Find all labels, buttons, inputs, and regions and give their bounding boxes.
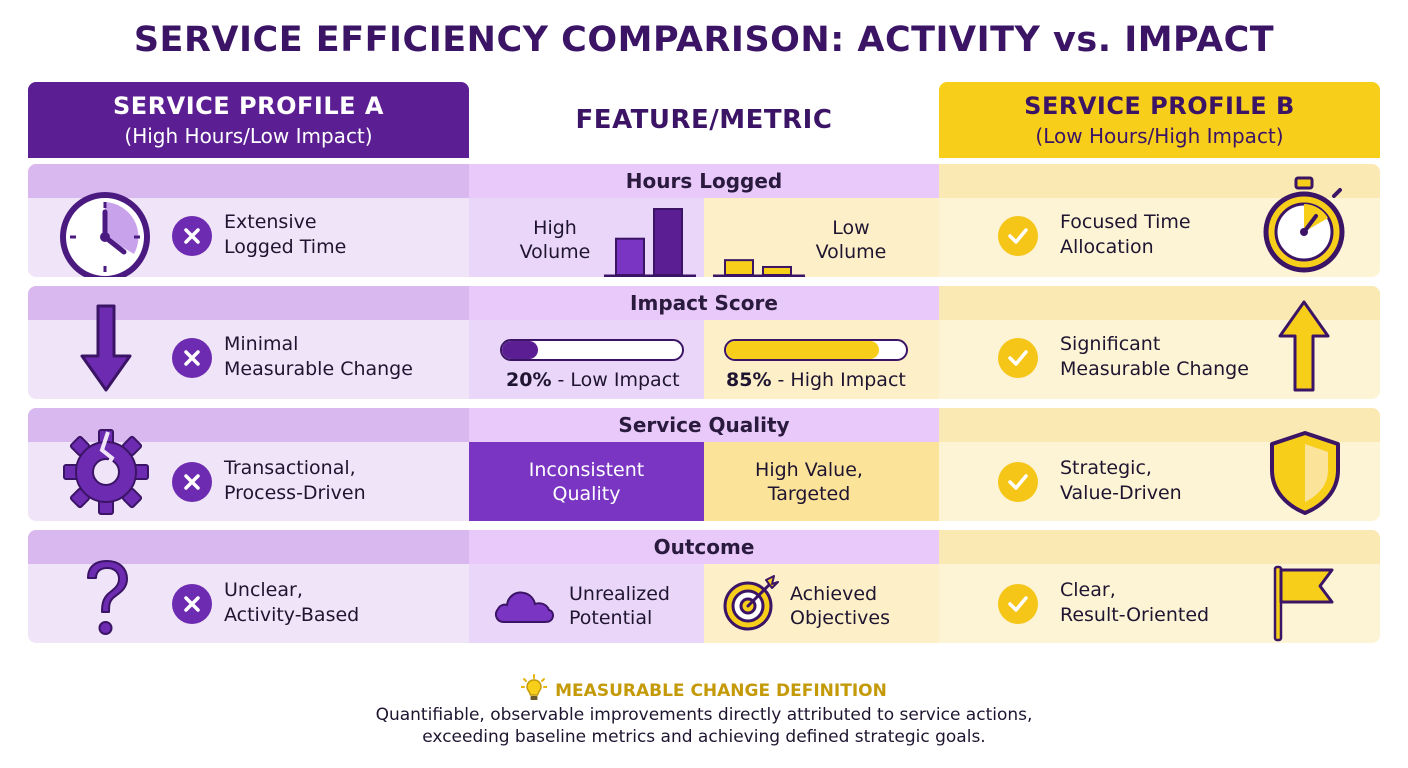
stopwatch-icon [1258,172,1350,277]
row-outcome: Outcome Unclear, Activity-Based Unrealize… [28,530,1380,643]
x-icon [172,462,212,502]
profile-a-header: SERVICE PROFILE A (High Hours/Low Impact… [28,82,469,158]
clock-icon [58,190,152,277]
profile-a-subtitle: (High Hours/Low Impact) [124,124,373,148]
check-icon [998,338,1038,378]
achieved-objectives-label: Achieved Objectives [790,583,890,629]
high-volume-label: High Volume [519,217,591,263]
profile-a-value: Extensive Logged Time [224,211,347,258]
cloud-icon [492,586,556,631]
inconsistent-quality-label: Inconsistent Quality [528,459,645,505]
arrow-up-icon [1276,300,1332,399]
profile-a-value: Minimal Measurable Change [224,333,413,380]
metric-label: Service Quality [618,413,790,437]
arrow-down-icon [78,304,134,399]
x-icon [172,584,212,624]
check-icon [998,584,1038,624]
profile-b-title: SERVICE PROFILE B [1024,92,1295,120]
lightbulb-icon [520,674,548,707]
row-service-quality: Service Quality Transactional, Process-Dr… [28,408,1380,521]
high-volume-bar-chart [604,208,696,277]
profile-b-value: Clear, Result-Oriented [1060,579,1210,626]
profile-b-subtitle: (Low Hours/High Impact) [1035,124,1284,148]
high-volume-bar [615,237,645,276]
row-hours-logged: Hours Logged Extensive Logged Time High Vo… [28,164,1380,277]
low-volume-bar [762,265,792,277]
flag-icon [1272,564,1338,643]
metric-label: Hours Logged [625,169,783,193]
metric-header: FEATURE/METRIC [469,82,939,158]
metric-label: Impact Score [630,291,778,315]
low-impact-progress-bar [500,339,684,361]
row-impact-score: Impact Score Minimal Measurable Change 20… [28,286,1380,399]
high-impact-progress-bar [724,339,908,361]
check-icon [998,216,1038,256]
low-volume-bar-chart [713,259,805,277]
profile-b-header: SERVICE PROFILE B (Low Hours/High Impact… [939,82,1380,158]
question-mark-icon [82,558,132,643]
metric-label: Outcome [653,535,755,559]
unrealized-potential-label: Unrealized Potential [569,583,670,629]
high-value-label: High Value, Targeted [755,459,863,505]
x-icon [172,338,212,378]
definition-title-block: MEASURABLE CHANGE DEFINITION [0,674,1408,707]
high-volume-bar [653,208,683,276]
check-icon [998,462,1038,502]
shield-icon [1268,430,1342,521]
profile-a-value: Unclear, Activity-Based [224,579,360,626]
definition-text: Quantifiable, observable improvements di… [375,705,1033,747]
low-volume-label: Low Volume [815,217,887,263]
profile-b-value: Significant Measurable Change [1060,333,1249,380]
page-title: SERVICE EFFICIENCY COMPARISON: ACTIVITY … [133,20,1275,60]
x-icon [172,216,212,256]
low-volume-bar [724,259,754,277]
definition-title: MEASURABLE CHANGE DEFINITION [555,680,887,701]
high-impact-label: 85% - High Impact [726,369,906,391]
profile-a-value: Transactional, Process-Driven [224,457,366,504]
profile-b-value: Focused Time Allocation [1060,211,1191,258]
profile-a-title: SERVICE PROFILE A [113,92,384,120]
low-impact-label: 20% - Low Impact [506,369,680,391]
profile-b-value: Strategic, Value-Driven [1060,457,1182,504]
metric-title: FEATURE/METRIC [575,105,833,135]
target-icon [722,574,780,637]
broken-gear-icon [62,428,150,521]
